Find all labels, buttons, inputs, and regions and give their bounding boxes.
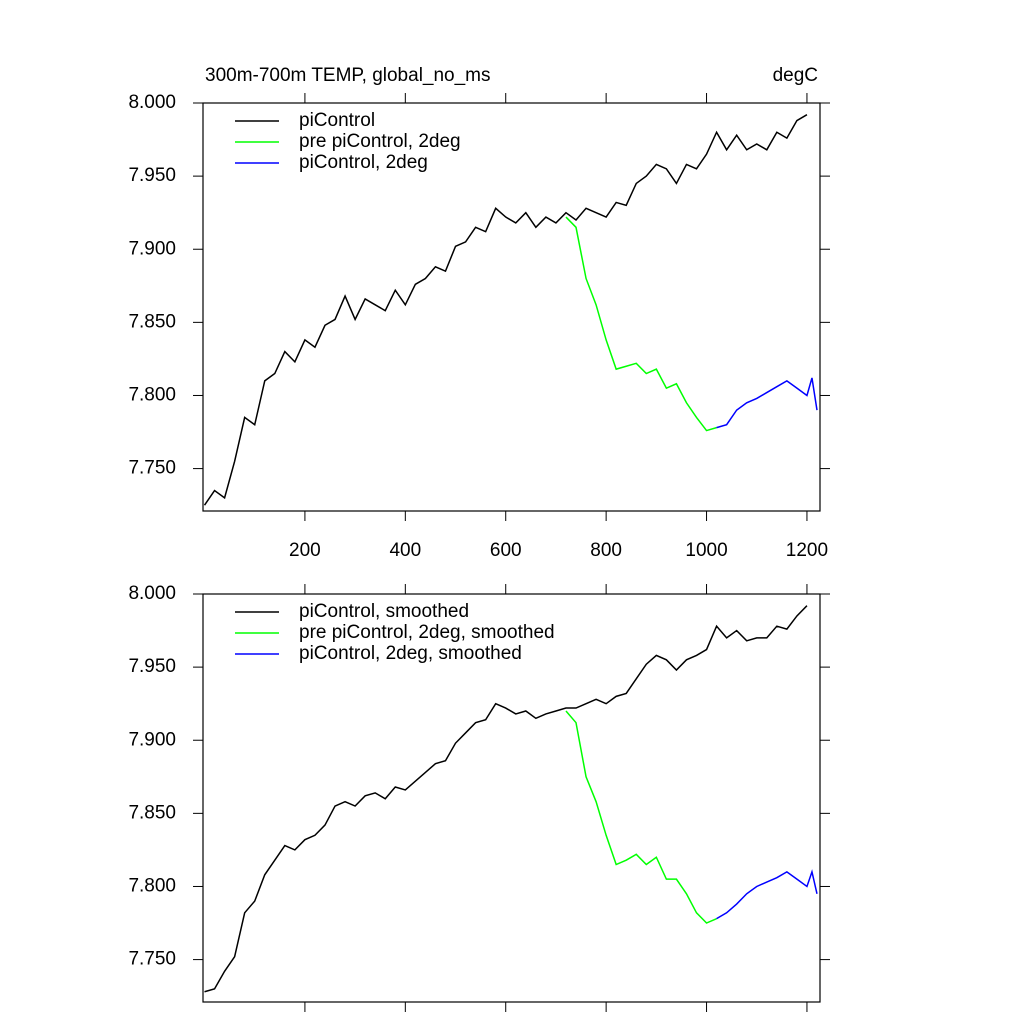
series-line [203, 114, 808, 506]
y-tick-label: 7.950 [128, 165, 176, 186]
plot-frame [202, 593, 821, 1003]
series-line [716, 869, 818, 920]
y-tick-label: 7.900 [128, 238, 176, 259]
x-tick-label: 400 [389, 540, 421, 561]
series-line [716, 377, 818, 429]
x-tick-label: 1000 [685, 540, 727, 561]
x-tick-label: 200 [289, 540, 321, 561]
series-line [204, 605, 808, 993]
legend-label: pre piControl, 2deg [299, 131, 461, 152]
y-tick-label: 8.000 [128, 92, 176, 113]
y-tick-label: 7.750 [128, 949, 176, 970]
y-tick-label: 7.850 [128, 802, 176, 823]
y-tick-label: 7.800 [128, 875, 176, 896]
units-label: degC [773, 65, 818, 86]
y-tick-label: 7.750 [128, 458, 176, 479]
y-tick-label: 7.900 [128, 729, 176, 750]
series-line [565, 216, 717, 432]
y-tick-label: 7.950 [128, 656, 176, 677]
chart-title: 300m-700m TEMP, global_no_ms [205, 65, 491, 86]
x-tick-label: 800 [590, 540, 622, 561]
y-tick-label: 7.800 [128, 384, 176, 405]
plot-frame [202, 102, 821, 512]
y-tick-label: 7.850 [128, 311, 176, 332]
x-tick-label: 600 [490, 540, 522, 561]
legend-label: piControl, 2deg, smoothed [299, 643, 522, 664]
y-tick-label: 8.000 [128, 583, 176, 604]
series-line [565, 710, 717, 924]
legend-label: pre piControl, 2deg, smoothed [299, 622, 555, 643]
legend-label: piControl, 2deg [299, 152, 428, 173]
x-tick-label: 1200 [786, 540, 828, 561]
legend-label: piControl [299, 110, 375, 131]
legend-label: piControl, smoothed [299, 601, 469, 622]
